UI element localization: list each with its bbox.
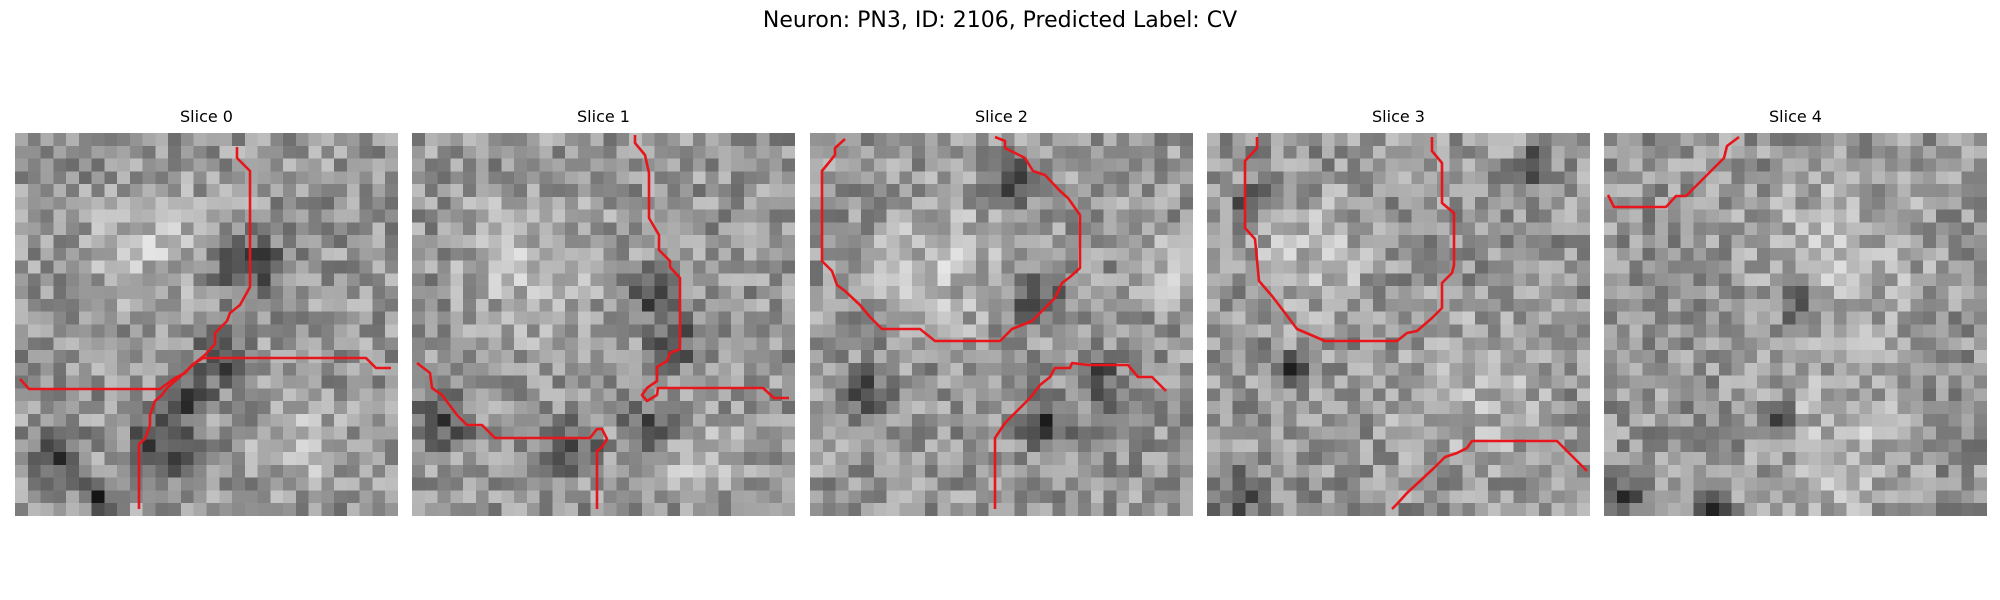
contour-line xyxy=(1606,135,1740,209)
slice-panel-3: Slice 3 xyxy=(1207,107,1590,516)
figure-title: Neuron: PN3, ID: 2106, Predicted Label: … xyxy=(762,8,1238,33)
slice-title-2: Slice 2 xyxy=(975,107,1028,126)
slice-panel-0: Slice 0 xyxy=(15,107,398,516)
slice-panel-4: Slice 4 xyxy=(1604,107,1987,516)
slice-image-4 xyxy=(1604,133,1987,516)
contour-line xyxy=(19,356,391,391)
contour-line xyxy=(633,135,789,403)
slice-image-1 xyxy=(412,133,795,516)
contour-line xyxy=(1243,137,1456,343)
slice-title-3: Slice 3 xyxy=(1372,107,1425,126)
slice-title-0: Slice 0 xyxy=(180,107,233,126)
slice-contours-0 xyxy=(19,147,391,509)
slice-contours-4 xyxy=(1606,135,1740,209)
slice-title-4: Slice 4 xyxy=(1769,107,1822,126)
contour-line xyxy=(993,361,1167,509)
slice-contours-3 xyxy=(1243,137,1588,510)
slice-contours-2 xyxy=(820,135,1167,509)
slice-image-0 xyxy=(15,133,398,516)
slice-contours-1 xyxy=(416,135,789,509)
slice-image-2 xyxy=(810,133,1193,516)
slice-panel-2: Slice 2 xyxy=(810,107,1193,516)
contour-line xyxy=(416,361,609,509)
slice-image-3 xyxy=(1207,133,1590,516)
slice-panel-1: Slice 1 xyxy=(412,107,795,516)
slice-title-1: Slice 1 xyxy=(577,107,630,126)
contour-line xyxy=(1391,439,1588,510)
contour-line xyxy=(137,147,252,509)
contour-line xyxy=(820,135,1082,343)
